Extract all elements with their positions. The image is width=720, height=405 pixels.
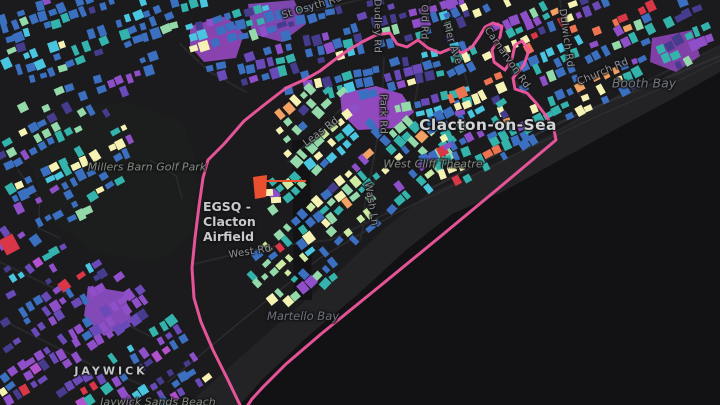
shore-path xyxy=(167,59,720,383)
sea xyxy=(240,72,720,405)
road-marine xyxy=(426,54,720,192)
boundary-line xyxy=(190,21,558,405)
golf-park xyxy=(30,102,198,262)
building-red-jaywick xyxy=(0,233,21,256)
road-jaywick-2 xyxy=(5,321,161,393)
highlighted-building[interactable] xyxy=(253,175,267,199)
building-cream-2 xyxy=(270,196,282,204)
purple-blob-center xyxy=(340,86,414,130)
road-carnarvon xyxy=(487,27,525,97)
park-path-1 xyxy=(17,169,61,239)
park-path-2 xyxy=(149,159,183,199)
road-golf-edge xyxy=(179,43,247,93)
